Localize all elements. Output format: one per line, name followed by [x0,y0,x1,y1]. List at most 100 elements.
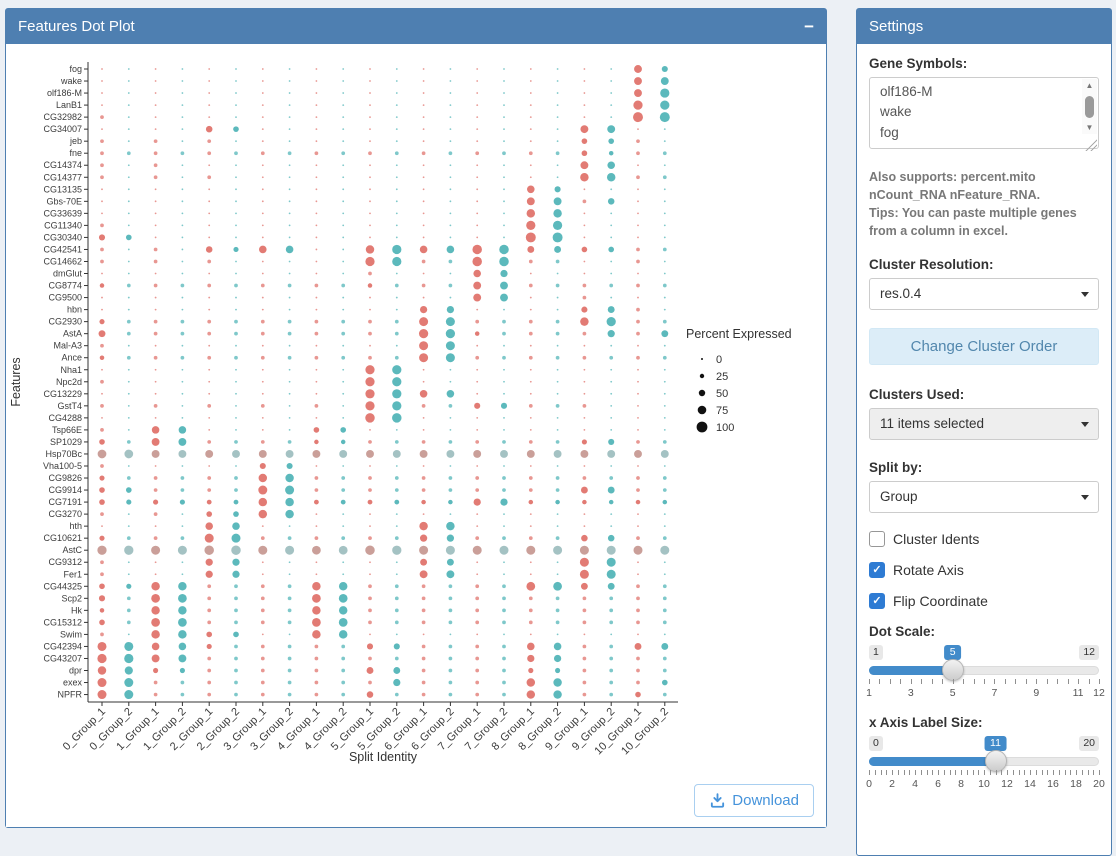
dot [394,608,399,613]
dot [260,596,265,601]
dot [609,656,614,661]
dot [636,488,640,492]
dot [448,440,453,444]
textarea-scrollbar[interactable]: ▲ ▼ [1082,79,1097,134]
dot [312,582,321,591]
dot [528,536,533,541]
scroll-down-icon[interactable]: ▼ [1085,123,1094,132]
dot [205,125,213,133]
dot [422,128,425,131]
dot [341,476,346,480]
dot [312,630,321,639]
dot [100,175,104,180]
dot [261,561,264,564]
dot [662,656,667,661]
dot [181,573,184,576]
dot [637,236,639,239]
dot [662,440,667,444]
gene-label: CG10621 [43,533,82,543]
checkbox-empty[interactable] [869,530,885,547]
slider-handle[interactable] [941,658,964,681]
dot [473,281,482,290]
dot [446,450,455,458]
dot [609,283,614,288]
collapse-icon[interactable]: − [804,17,814,36]
scrollbar-thumb[interactable] [1085,95,1094,118]
dot [235,296,237,299]
split-by-select[interactable]: Group [869,480,1099,513]
dot [342,104,345,106]
check-icon[interactable]: ✓ [869,592,885,609]
slider-x-axis-label-size[interactable]: 0 20 11 0 2 4 6 8 10 12 14 16 18 20 [866,735,1105,796]
dot [181,561,184,564]
download-button[interactable]: Download [694,784,814,817]
dot [449,368,452,371]
dot [580,173,589,182]
dot [261,368,264,371]
gene-label: CG9500 [48,293,82,303]
gene-symbols-input[interactable]: olf186-M wake fog [869,77,1099,149]
dot [99,535,105,541]
slider-value-badge: 11 [984,735,1007,751]
dot [581,439,587,445]
dot [503,380,505,383]
dot [475,440,480,444]
dot [208,200,211,203]
checkbox-cluster-idents[interactable]: Cluster Idents [869,530,1099,547]
dot [446,534,455,542]
dot [261,236,264,239]
dot [422,212,425,215]
dot [368,536,372,541]
dot [206,631,213,638]
dot [449,212,452,215]
checkbox-flip-coordinate[interactable]: ✓ Flip Coordinate [869,592,1099,609]
cluster-resolution-label: Cluster Resolution: [869,256,994,272]
dot [636,331,640,336]
slider-handle[interactable] [984,749,1007,772]
dot [369,200,371,203]
clusters-used-select[interactable]: 11 items selected [869,407,1099,440]
change-cluster-order-button[interactable]: Change Cluster Order [869,327,1099,365]
check-icon[interactable]: ✓ [869,561,885,578]
dot [446,521,455,531]
dot [606,173,616,182]
dot [288,176,291,179]
dot [98,234,106,241]
dot [528,488,533,492]
dot [153,139,158,144]
dot [662,668,667,673]
gene-label: hth [69,521,82,531]
dot [126,319,131,324]
dot [580,125,589,134]
dot [207,440,212,444]
dot [154,188,157,191]
cluster-resolution-select[interactable]: res.0.4 [869,277,1099,310]
dot [419,450,428,458]
plot-panel-header: Features Dot Plot − [6,9,826,44]
dot [637,404,639,407]
dot [181,296,184,299]
dot [556,344,559,347]
dot [634,450,642,458]
dot [314,283,319,288]
dot [153,163,158,168]
dot [526,220,536,231]
resize-grip-icon[interactable] [1085,139,1097,151]
dot [287,680,292,685]
slider-dot-scale[interactable]: 1 12 5 1 3 5 7 9 11 12 [866,644,1105,705]
dot [181,224,184,227]
dot [342,188,345,191]
scroll-up-icon[interactable]: ▲ [1085,81,1094,90]
dot [366,643,374,650]
dot [607,198,615,205]
dot [553,197,562,206]
dot [154,272,157,275]
dot [99,583,105,590]
dot [101,68,103,70]
dot [636,440,640,444]
dot [208,236,211,239]
dot [473,498,481,506]
dot [607,534,615,542]
dot [208,416,211,419]
checkbox-rotate-axis[interactable]: ✓ Rotate Axis [869,561,1099,578]
